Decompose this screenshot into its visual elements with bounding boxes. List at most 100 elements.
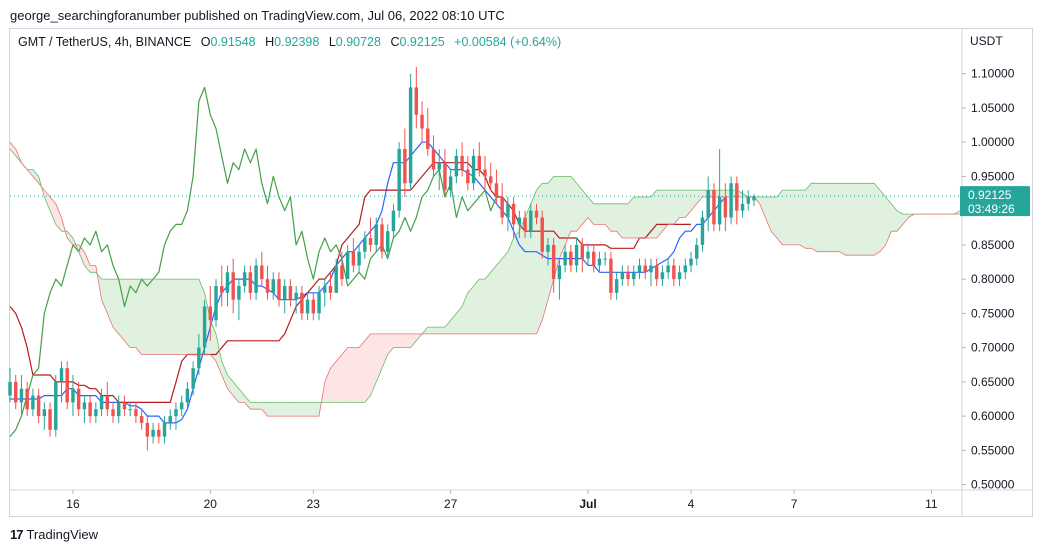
cloud-segment bbox=[261, 402, 268, 417]
cloud-segment bbox=[805, 183, 812, 249]
cloud-segment bbox=[393, 333, 400, 348]
cloud-segment bbox=[370, 333, 377, 396]
candle-body bbox=[157, 429, 161, 437]
cloud-segment bbox=[622, 203, 629, 239]
candle-body bbox=[695, 244, 699, 259]
candle-body bbox=[735, 183, 739, 211]
cloud-segment bbox=[181, 279, 188, 355]
x-tick-label: 7 bbox=[791, 497, 798, 511]
candle-body bbox=[25, 388, 29, 410]
candle-body bbox=[746, 196, 750, 204]
cloud-segment bbox=[696, 190, 703, 204]
cloud-segment bbox=[507, 238, 514, 334]
cloud-segment bbox=[427, 327, 434, 334]
cloud-segment bbox=[879, 190, 886, 252]
chart-frame[interactable] bbox=[9, 28, 1033, 517]
cloud-segment bbox=[227, 375, 234, 396]
candle-body bbox=[380, 224, 384, 252]
cloud-segment bbox=[324, 368, 331, 403]
leading-span-b-line bbox=[9, 141, 960, 417]
candle-body bbox=[489, 176, 493, 184]
candle-body bbox=[643, 265, 647, 273]
candle-body bbox=[277, 279, 281, 300]
ohlc-legend: GMT / TetherUS, 4h, BINANCE O0.91548 H0.… bbox=[18, 35, 561, 49]
candle-body bbox=[471, 155, 476, 184]
cloud-segment bbox=[822, 183, 829, 252]
ichimoku-lines bbox=[9, 86, 961, 437]
y-tick-label: 1.00000 bbox=[971, 135, 1015, 149]
cloud-segment bbox=[610, 203, 617, 232]
candle-body bbox=[540, 217, 544, 252]
candle-body bbox=[557, 265, 562, 280]
cloud-segment bbox=[307, 402, 314, 417]
candle-body bbox=[220, 285, 224, 293]
tradingview-logo-icon: 17 bbox=[10, 527, 24, 542]
lagging-span-line bbox=[9, 86, 497, 437]
cloud-segment bbox=[376, 333, 382, 382]
cloud-segment bbox=[851, 183, 857, 256]
candle-body bbox=[340, 265, 344, 280]
x-tick-label: 4 bbox=[688, 497, 695, 511]
cloud-segment bbox=[456, 306, 463, 334]
cloud-segment bbox=[845, 183, 852, 256]
candle-body bbox=[248, 272, 253, 293]
candle-body bbox=[666, 265, 670, 273]
candle-body bbox=[168, 416, 172, 423]
candle-body bbox=[185, 388, 190, 403]
cloud-segment bbox=[364, 333, 371, 403]
cloud-segment bbox=[10, 142, 16, 156]
footer: 17 TradingView bbox=[10, 527, 98, 542]
candle-body bbox=[117, 402, 121, 417]
candle-body bbox=[151, 429, 155, 437]
candle-body bbox=[134, 409, 138, 417]
candle-body bbox=[357, 251, 361, 266]
candle-body bbox=[517, 217, 522, 225]
cloud-segment bbox=[519, 217, 526, 334]
candle-body bbox=[654, 265, 659, 280]
cloud-segment bbox=[410, 333, 417, 348]
candle-body bbox=[632, 272, 636, 280]
cloud-segment bbox=[662, 190, 669, 232]
price-badge-value: 0.92125 bbox=[968, 188, 1012, 202]
candle-body bbox=[363, 238, 367, 252]
x-tick-label: 23 bbox=[307, 497, 321, 511]
cloud-segment bbox=[576, 183, 583, 232]
candle-body bbox=[620, 272, 625, 280]
candle-body bbox=[712, 190, 716, 225]
cloud-segment bbox=[90, 265, 96, 273]
candle-body bbox=[191, 368, 195, 389]
candle-body bbox=[294, 292, 298, 300]
cloud-segment bbox=[628, 196, 634, 239]
candle-body bbox=[397, 149, 401, 211]
cloud-segment bbox=[353, 347, 360, 403]
candle-body bbox=[288, 285, 293, 300]
low-value: 0.90728 bbox=[335, 35, 381, 49]
symbol-label: GMT / TetherUS, 4h, BINANCE bbox=[18, 35, 192, 49]
candle-body bbox=[202, 306, 207, 348]
price-badge bbox=[960, 186, 1030, 217]
cloud-segment bbox=[685, 190, 692, 218]
candle-body bbox=[48, 409, 52, 430]
close-value: 0.92125 bbox=[399, 35, 445, 49]
candle-body bbox=[609, 258, 613, 293]
candle-body bbox=[111, 409, 115, 417]
cloud-segment bbox=[536, 183, 543, 334]
candle-body bbox=[408, 87, 413, 184]
cloud-segment bbox=[479, 279, 485, 334]
cloud-segment bbox=[347, 347, 354, 403]
candle-body bbox=[660, 272, 665, 280]
candle-body bbox=[729, 183, 733, 218]
cloud-segment bbox=[862, 183, 869, 256]
candle-body bbox=[31, 395, 35, 410]
candle-body bbox=[454, 155, 459, 177]
candle-body bbox=[214, 285, 218, 321]
candle-body bbox=[300, 292, 304, 314]
candle-body bbox=[414, 87, 419, 115]
candle-body bbox=[311, 299, 316, 314]
low-label: L bbox=[328, 35, 336, 49]
cloud-segment bbox=[771, 196, 777, 239]
candle-body bbox=[208, 306, 213, 321]
candle-body bbox=[368, 238, 373, 245]
candle-body bbox=[391, 210, 396, 232]
